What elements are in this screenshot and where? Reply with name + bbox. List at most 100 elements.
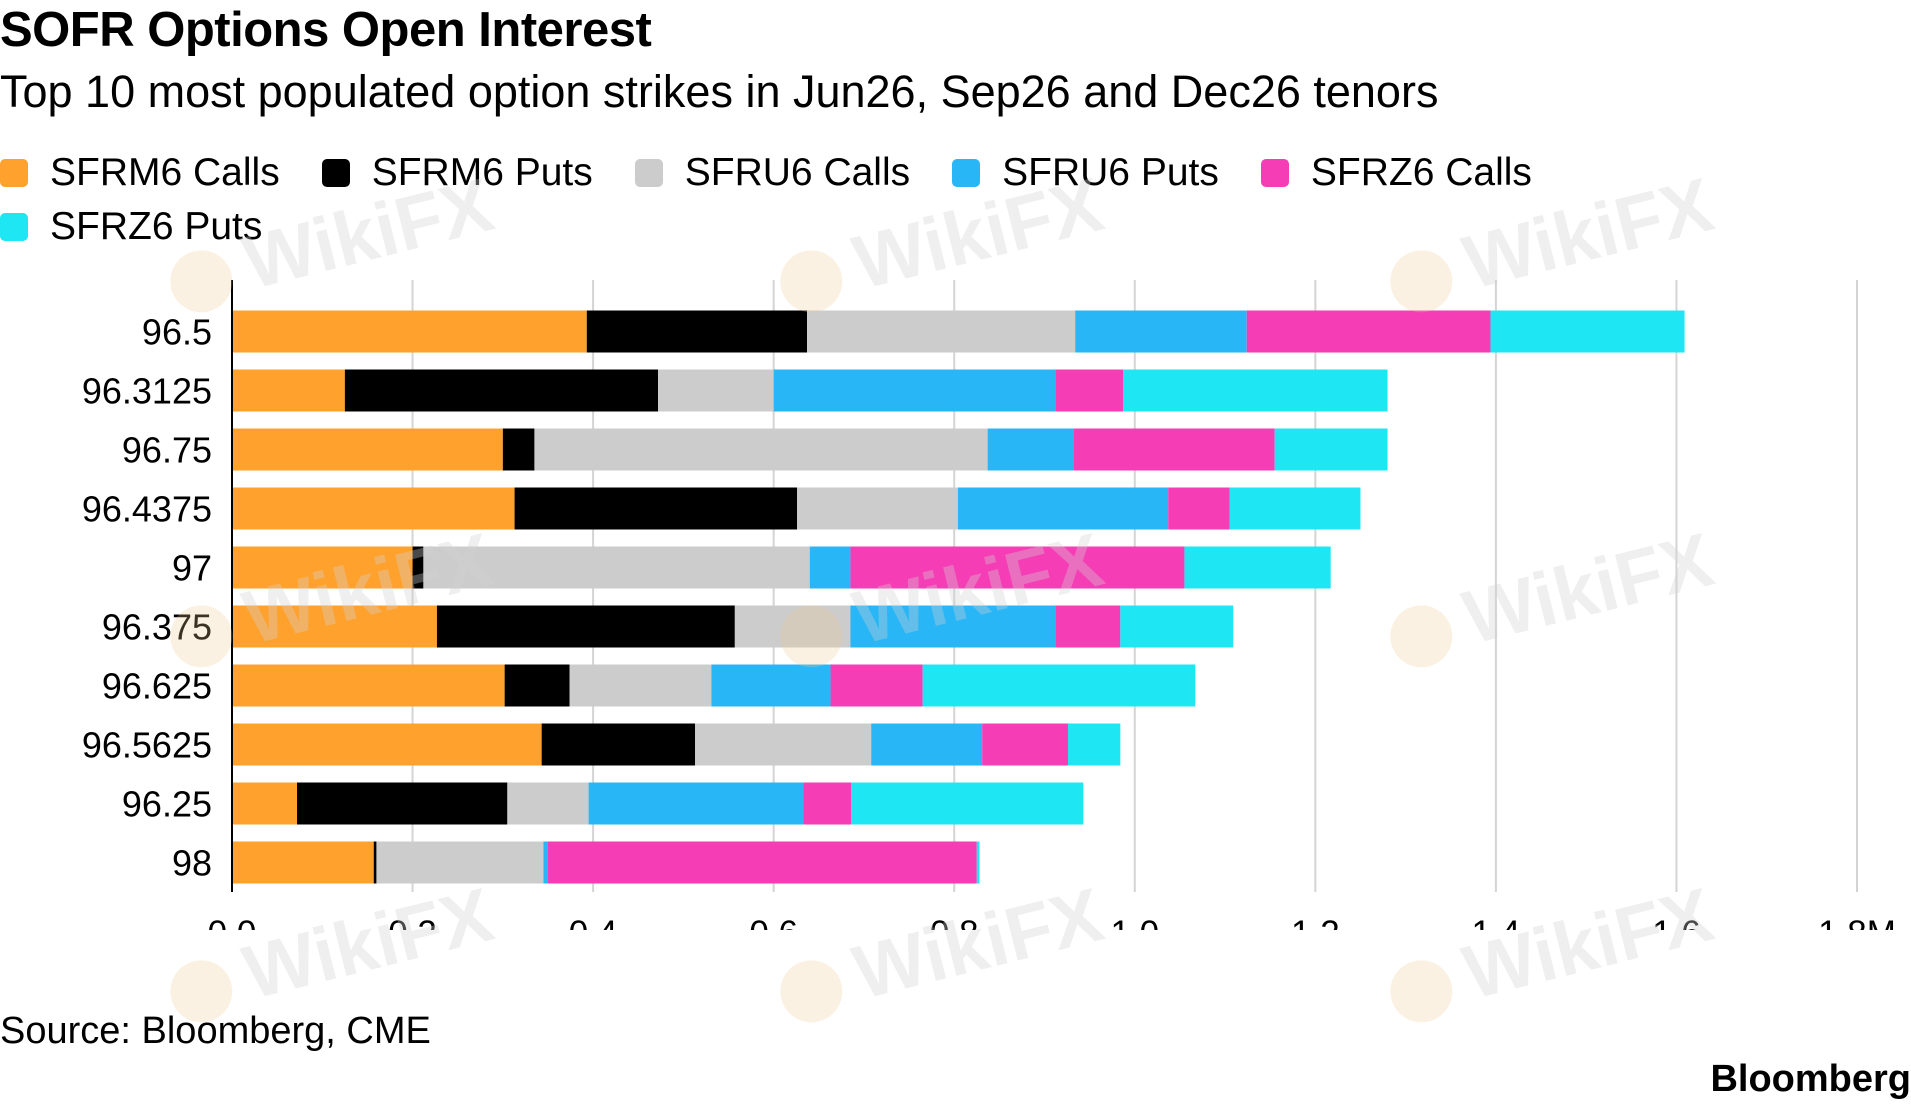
category-label: 96.375 xyxy=(102,607,212,648)
bloomberg-logo: Bloomberg xyxy=(1710,1058,1911,1100)
legend-label: SFRU6 Calls xyxy=(684,151,911,194)
bar-segment xyxy=(423,546,810,589)
legend-swatch xyxy=(952,159,981,187)
bar-segment xyxy=(502,428,535,471)
bar-segment xyxy=(297,782,508,825)
bar-segment xyxy=(982,723,1068,766)
bar-segment xyxy=(547,841,977,884)
category-label: 96.75 xyxy=(122,430,212,471)
x-tick-label: 0.8 xyxy=(930,914,979,930)
bar-segment xyxy=(232,782,297,825)
x-tick-label: 0.2 xyxy=(388,914,437,930)
legend-swatch xyxy=(321,159,350,187)
bar-segment xyxy=(232,841,374,884)
bar-segment xyxy=(586,310,808,353)
bar-segment xyxy=(1123,369,1388,412)
bar-segment xyxy=(543,841,548,884)
bar-segment xyxy=(976,841,980,884)
category-label: 96.625 xyxy=(102,666,212,707)
bar-segment xyxy=(514,487,798,530)
bar-segment xyxy=(1075,310,1247,353)
bar-segment xyxy=(987,428,1074,471)
bar-segment xyxy=(851,782,1084,825)
bar-segment xyxy=(232,605,437,648)
x-tick-label: 0.4 xyxy=(569,914,618,930)
chart-subtitle: Top 10 most populated option strikes in … xyxy=(0,66,1439,117)
legend-item: SFRZ6 Puts xyxy=(0,205,262,248)
legend-swatch xyxy=(1260,159,1289,187)
bar-segment xyxy=(695,723,872,766)
bar-segment xyxy=(658,369,774,412)
bar-segment xyxy=(1229,487,1361,530)
bar-segment xyxy=(373,841,377,884)
x-tick-label: 1.8M xyxy=(1818,914,1896,930)
category-label: 96.4375 xyxy=(82,489,212,530)
legend-swatch xyxy=(0,159,28,187)
legend-label: SFRM6 Puts xyxy=(371,151,593,194)
x-tick-label: 1.2 xyxy=(1291,914,1340,930)
bar-segment xyxy=(773,369,1056,412)
legend-item: SFRM6 Calls xyxy=(0,151,280,194)
bar-segment xyxy=(1274,428,1388,471)
category-label: 97 xyxy=(172,548,212,589)
x-tick-label: 0.6 xyxy=(749,914,798,930)
legend-item: SFRM6 Puts xyxy=(321,151,593,194)
stacked-bar-chart: 96.5 96.3125 96.75 96.4375 97 96.375 96.625 96.… xyxy=(82,280,1896,930)
chart-legend: SFRM6 Calls SFRM6 Puts SFRU6 Calls SFRU6 Pu… xyxy=(0,151,1700,248)
bar-segment xyxy=(541,723,696,766)
bar-segment xyxy=(344,369,659,412)
bar-segment xyxy=(734,605,851,648)
bar-segment xyxy=(1055,605,1121,648)
bar-segment xyxy=(711,664,831,707)
bar-segment xyxy=(809,546,851,589)
x-tick-label: 1.0 xyxy=(1110,914,1159,930)
bar-segment xyxy=(232,310,587,353)
bar-segment xyxy=(1120,605,1234,648)
bar-segment xyxy=(803,782,852,825)
bar-segment xyxy=(871,723,983,766)
bar-segment xyxy=(569,664,712,707)
legend-swatch xyxy=(0,213,28,241)
bar-segment xyxy=(850,546,1185,589)
legend-swatch xyxy=(634,159,663,187)
bar-segment xyxy=(1490,310,1685,353)
x-tick-label: 1.6 xyxy=(1652,914,1701,930)
x-tick-label: 0.0 xyxy=(208,914,257,930)
bar-segment xyxy=(1067,723,1121,766)
bar-segment xyxy=(232,664,505,707)
category-label: 96.5625 xyxy=(82,725,212,766)
chart-title: SOFR Options Open Interest xyxy=(0,3,652,57)
bar-segment xyxy=(1168,487,1230,530)
bar-segment xyxy=(232,723,542,766)
bar-segment xyxy=(807,310,1076,353)
category-label: 98 xyxy=(172,843,212,884)
bar-segment xyxy=(1073,428,1275,471)
bar-segment xyxy=(376,841,544,884)
bar-segment xyxy=(1184,546,1331,589)
bar-segment xyxy=(1055,369,1124,412)
legend-item: SFRU6 Calls xyxy=(634,151,911,194)
bar-segment xyxy=(922,664,1196,707)
legend-item: SFRU6 Puts xyxy=(952,151,1219,194)
bar-segment xyxy=(850,605,1056,648)
source-note: Source: Bloomberg, CME xyxy=(0,1010,431,1052)
bar-segment xyxy=(534,428,988,471)
bar-segment xyxy=(436,605,735,648)
legend-item: SFRZ6 Calls xyxy=(1260,151,1532,194)
category-label: 96.5 xyxy=(142,312,212,353)
bar-segment xyxy=(232,487,515,530)
x-tick-label: 1.4 xyxy=(1472,914,1521,930)
bar-segment xyxy=(232,369,345,412)
bar-segment xyxy=(797,487,958,530)
bar-segment xyxy=(507,782,589,825)
bar-segment xyxy=(1246,310,1491,353)
bar-segment xyxy=(830,664,923,707)
legend-label: SFRM6 Calls xyxy=(50,151,280,194)
legend-label: SFRZ6 Calls xyxy=(1310,151,1532,194)
bar-segment xyxy=(504,664,570,707)
bar-segment xyxy=(588,782,804,825)
legend-label: SFRU6 Puts xyxy=(1002,151,1219,194)
category-label: 96.3125 xyxy=(82,371,212,412)
bar-segment xyxy=(412,546,424,589)
bar-segment xyxy=(957,487,1169,530)
